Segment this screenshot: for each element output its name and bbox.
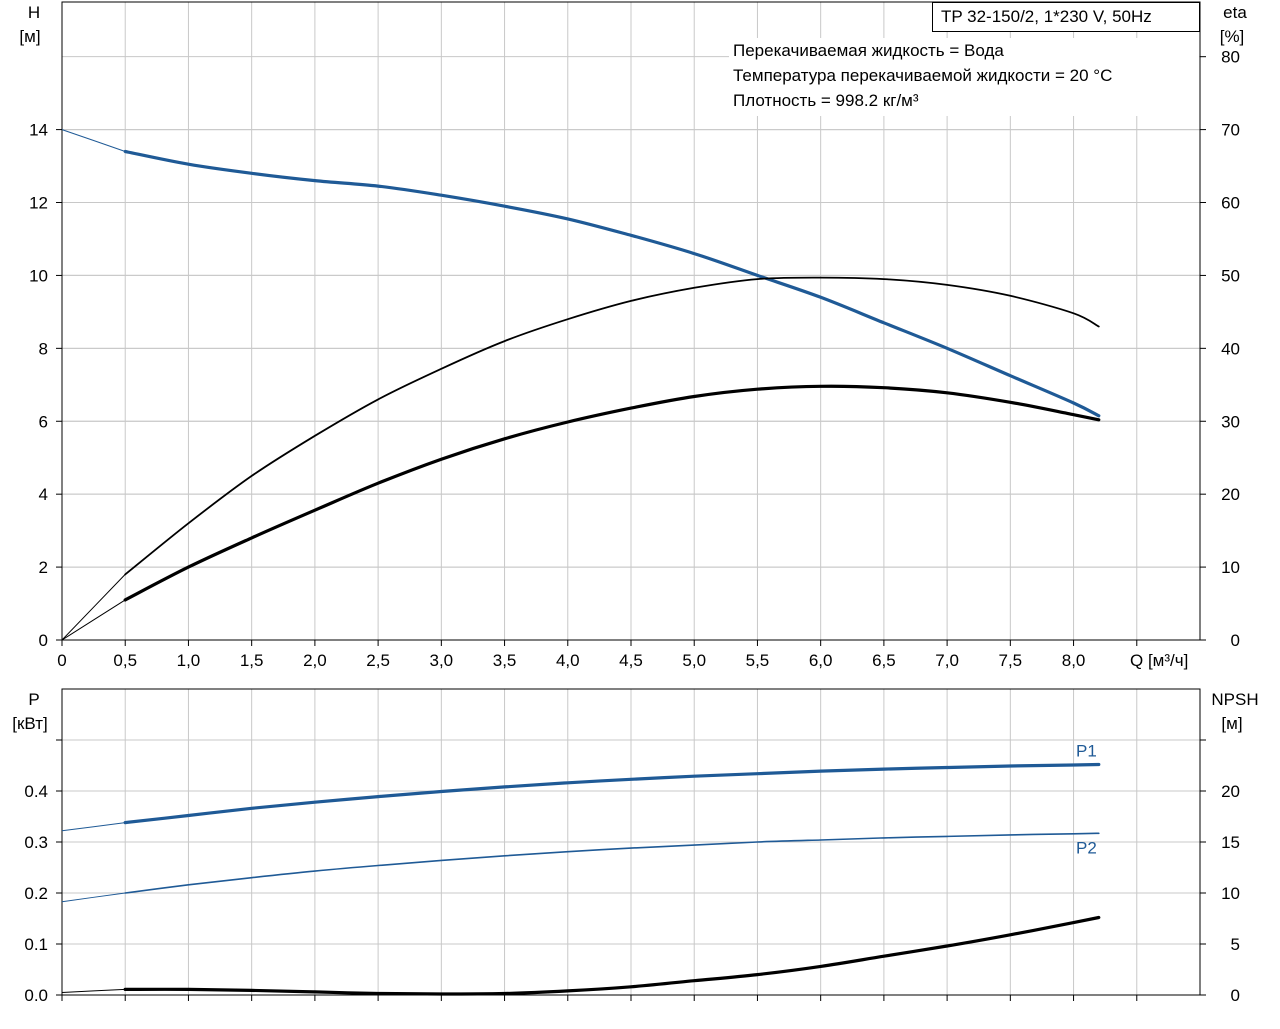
x-axis-label: Q [м³/ч] <box>1130 651 1188 670</box>
x-tick-label: 8,0 <box>1062 651 1086 670</box>
series-P2-extrapolation <box>61 892 126 903</box>
y-left-tick-label: 0.4 <box>24 782 48 801</box>
y-right-tick-label: 60 <box>1221 194 1240 213</box>
y-right-tick-label: 10 <box>1221 558 1240 577</box>
x-tick-label: 0,5 <box>113 651 137 670</box>
x-tick-label: 0 <box>57 651 66 670</box>
series-P1-extrapolation <box>61 822 126 832</box>
y-left-axis-label: P <box>28 690 39 709</box>
y-left-axis-unit: [кВт] <box>12 714 47 733</box>
y-right-tick-label: 40 <box>1221 339 1240 358</box>
y-left-tick-label: 2 <box>39 558 48 577</box>
x-tick-label: 7,0 <box>935 651 959 670</box>
y-right-tick-label: 50 <box>1221 266 1240 285</box>
x-tick-label: 7,5 <box>999 651 1023 670</box>
y-left-tick-label: 0 <box>39 631 48 650</box>
y-right-tick-label: 0 <box>1231 631 1240 650</box>
y-left-tick-label: 8 <box>39 339 48 358</box>
y-left-tick-label: 0.2 <box>24 884 48 903</box>
fluid-line: Перекачиваемая жидкость = Вода <box>733 41 1004 60</box>
x-tick-label: 3,0 <box>430 651 454 670</box>
series-P1-line <box>123 762 1101 825</box>
fluid-info: Перекачиваемая жидкость = Вода Температу… <box>729 38 1199 116</box>
density-line: Плотность = 998.2 кг/м³ <box>733 91 919 110</box>
x-tick-label: 1,0 <box>177 651 201 670</box>
y-left-tick-label: 0.0 <box>24 986 48 1005</box>
y-right-tick-label: 70 <box>1221 121 1240 140</box>
y-right-axis-label: eta <box>1223 3 1247 22</box>
y-left-tick-label: 12 <box>29 194 48 213</box>
series-eta-thin-line <box>124 276 1100 576</box>
temperature-line: Температура перекачиваемой жидкости = 20… <box>733 66 1113 85</box>
y-right-tick-label: 10 <box>1221 884 1240 903</box>
x-tick-label: 1,5 <box>240 651 264 670</box>
y-right-tick-label: 30 <box>1221 412 1240 431</box>
y-left-tick-label: 14 <box>29 121 48 140</box>
series-label-P2: P2 <box>1076 838 1097 857</box>
y-right-tick-label: 15 <box>1221 833 1240 852</box>
y-right-tick-label: 5 <box>1231 935 1240 954</box>
y-left-tick-label: 0.1 <box>24 935 48 954</box>
pump-model-label: TP 32-150/2, 1*230 V, 50Hz <box>932 2 1200 32</box>
y-right-axis-label: NPSH <box>1211 690 1258 709</box>
series-label-P1: P1 <box>1076 741 1097 760</box>
y-left-axis-unit: [м] <box>19 27 40 46</box>
y-right-tick-label: 0 <box>1231 986 1240 1005</box>
x-tick-label: 6,5 <box>872 651 896 670</box>
series-eta-thick-line <box>123 384 1101 602</box>
y-right-tick-label: 80 <box>1221 48 1240 67</box>
y-right-tick-label: 20 <box>1221 782 1240 801</box>
series-eta-thin-extrapolation <box>61 574 126 641</box>
x-tick-label: 2,5 <box>366 651 390 670</box>
y-right-tick-label: 20 <box>1221 485 1240 504</box>
x-tick-label: 5,0 <box>682 651 706 670</box>
series-head-extrapolation <box>61 129 126 152</box>
y-right-axis-unit: [%] <box>1220 27 1245 46</box>
x-tick-label: 4,5 <box>619 651 643 670</box>
series-NPSH-extrapolation <box>61 988 126 993</box>
x-tick-label: 3,5 <box>493 651 517 670</box>
series-head-line <box>123 149 1101 418</box>
y-left-tick-label: 6 <box>39 412 48 431</box>
x-tick-label: 2,0 <box>303 651 327 670</box>
y-right-axis-unit: [м] <box>1221 714 1242 733</box>
y-left-tick-label: 10 <box>29 266 48 285</box>
series-eta-thick-extrapolation <box>61 599 126 641</box>
y-left-tick-label: 4 <box>39 485 48 504</box>
x-tick-label: 4,0 <box>556 651 580 670</box>
x-tick-label: 6,0 <box>809 651 833 670</box>
y-left-tick-label: 0.3 <box>24 833 48 852</box>
series-NPSH-line <box>123 915 1101 996</box>
x-tick-label: 5,5 <box>746 651 770 670</box>
series-P2-line <box>124 832 1100 894</box>
y-left-axis-label: H <box>28 3 40 22</box>
